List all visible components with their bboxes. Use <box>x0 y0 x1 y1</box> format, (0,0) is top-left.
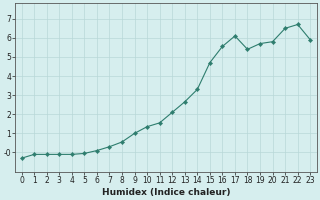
X-axis label: Humidex (Indice chaleur): Humidex (Indice chaleur) <box>102 188 230 197</box>
